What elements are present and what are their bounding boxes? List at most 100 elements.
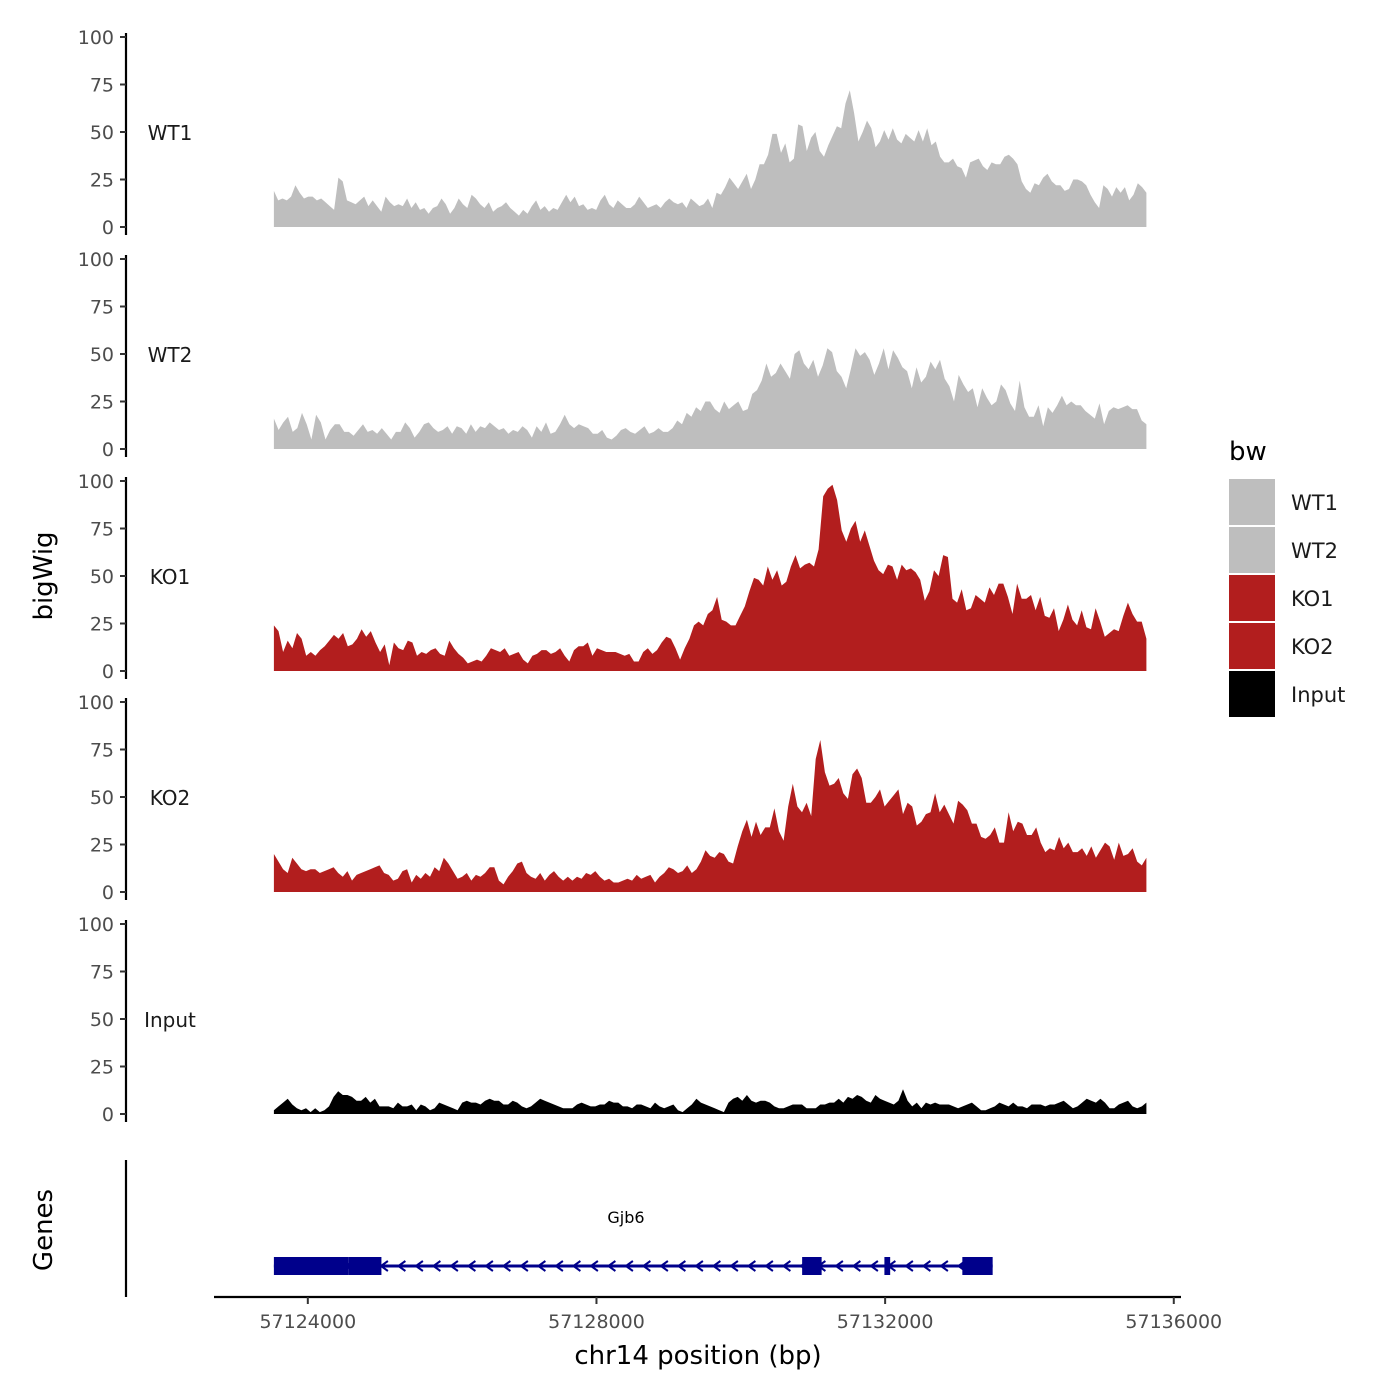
track-label: WT1: [148, 121, 193, 145]
coverage-area-input: [273, 1089, 1147, 1114]
strand-arrow: [484, 1260, 494, 1272]
strand-arrow: [466, 1260, 476, 1272]
y-tick-label: 100: [78, 692, 114, 714]
legend-item-input: Input: [1229, 671, 1345, 717]
track-label: KO1: [150, 565, 191, 589]
gene-track-panel: Gjb6: [124, 1160, 993, 1297]
track-label: Input: [144, 1008, 196, 1032]
strand-arrow: [606, 1260, 616, 1272]
y-tick-label: 0: [102, 1104, 114, 1126]
y-tick-label: 0: [102, 217, 114, 239]
y-tick-label: 75: [90, 297, 114, 319]
y-tick-label: 75: [90, 519, 114, 541]
coverage-area-ko1: [273, 484, 1147, 671]
legend-item-wt1: WT1: [1229, 479, 1338, 525]
strand-arrow: [449, 1260, 459, 1272]
y-tick-label: 25: [90, 392, 114, 414]
strand-arrow: [431, 1260, 441, 1272]
strand-arrow: [501, 1260, 511, 1272]
strand-arrow: [624, 1260, 634, 1272]
gene-exon: [273, 1257, 349, 1275]
strand-arrow: [676, 1260, 686, 1272]
strand-arrow: [851, 1260, 861, 1272]
gene-exon: [884, 1257, 891, 1275]
track-input: 0 25 50 75 100 Input: [78, 914, 1147, 1126]
gene-exon: [962, 1257, 993, 1275]
x-axis-title: chr14 position (bp): [574, 1341, 821, 1371]
y-tick-label: 0: [102, 661, 114, 683]
legend-swatch: [1229, 479, 1275, 525]
strand-arrow: [414, 1260, 424, 1272]
legend-title: bw: [1229, 437, 1267, 467]
strand-arrow: [554, 1260, 564, 1272]
track-label: WT2: [148, 343, 193, 367]
legend-label: KO1: [1291, 587, 1334, 611]
y-tick-label: 100: [78, 27, 114, 49]
strand-arrow: [659, 1260, 669, 1272]
strand-arrow: [904, 1260, 914, 1272]
strand-arrow: [711, 1260, 721, 1272]
legend-label: Input: [1291, 683, 1345, 707]
y-axis-title: bigWig: [29, 531, 59, 620]
strand-arrow: [921, 1260, 931, 1272]
strand-arrow: [834, 1260, 844, 1272]
x-tick-label: 57136000: [1125, 1311, 1222, 1333]
strand-arrow: [536, 1260, 546, 1272]
strand-arrow: [869, 1260, 879, 1272]
y-tick-label: 50: [90, 344, 114, 366]
track-label: KO2: [150, 786, 191, 810]
gene-gjb6: Gjb6: [273, 1208, 993, 1275]
gene-label: Gjb6: [607, 1208, 644, 1227]
coverage-tracks: 0255075100WT10255075100WT20255075100KO10…: [78, 27, 1147, 1126]
strand-arrow: [781, 1260, 791, 1272]
gene-exon: [802, 1257, 822, 1275]
y-tick-label: 25: [90, 614, 114, 636]
legend-item-wt2: WT2: [1229, 527, 1338, 573]
y-tick-label: 75: [90, 75, 114, 97]
legend-swatch: [1229, 527, 1275, 573]
strand-arrow: [939, 1260, 949, 1272]
y-tick-label: 0: [102, 882, 114, 904]
strand-arrow: [571, 1260, 581, 1272]
strand-arrow: [746, 1260, 756, 1272]
track-ko2: 0 25 50 75 100 KO2: [78, 692, 1147, 904]
y-tick-label: 50: [90, 1009, 114, 1031]
strand-arrow: [519, 1260, 529, 1272]
strand-arrow: [694, 1260, 704, 1272]
x-axis: 57124000 57128000 57132000 57136000: [214, 1295, 1222, 1333]
y-tick-label: 50: [90, 566, 114, 588]
legend-label: WT2: [1291, 539, 1338, 563]
track-wt1: 0 25 50 75 100 WT1: [78, 27, 1147, 239]
legend-swatch: [1229, 671, 1275, 717]
legend-label: WT1: [1291, 491, 1338, 515]
genes-axis-title: Genes: [29, 1189, 59, 1271]
x-tick-label: 57124000: [259, 1311, 356, 1333]
track-wt2: 0 25 50 75 100 WT2: [78, 249, 1147, 461]
strand-arrow: [764, 1260, 774, 1272]
y-tick-label: 50: [90, 787, 114, 809]
gene-exon: [348, 1257, 382, 1275]
legend: bw WT1 WT2 KO1 KO2 Input: [1229, 437, 1345, 717]
strand-arrow: [396, 1260, 406, 1272]
legend-label: KO2: [1291, 635, 1334, 659]
strand-arrow: [641, 1260, 651, 1272]
y-tick-label: 25: [90, 1057, 114, 1079]
y-tick-label: 100: [78, 471, 114, 493]
track-ko1: 0 25 50 75 100 KO1: [78, 471, 1147, 683]
legend-swatch: [1229, 623, 1275, 669]
x-tick-label: 57128000: [548, 1311, 645, 1333]
y-tick-label: 0: [102, 439, 114, 461]
legend-item-ko2: KO2: [1229, 623, 1334, 669]
y-tick-label: 100: [78, 914, 114, 936]
x-tick-label: 57132000: [837, 1311, 934, 1333]
legend-item-ko1: KO1: [1229, 575, 1334, 621]
y-tick-label: 25: [90, 170, 114, 192]
y-tick-label: 25: [90, 835, 114, 857]
y-tick-label: 50: [90, 122, 114, 144]
coverage-area-wt1: [273, 90, 1147, 227]
y-tick-label: 100: [78, 249, 114, 271]
coverage-area-ko2: [273, 740, 1147, 892]
strand-arrow: [729, 1260, 739, 1272]
coverage-area-wt2: [273, 348, 1147, 449]
